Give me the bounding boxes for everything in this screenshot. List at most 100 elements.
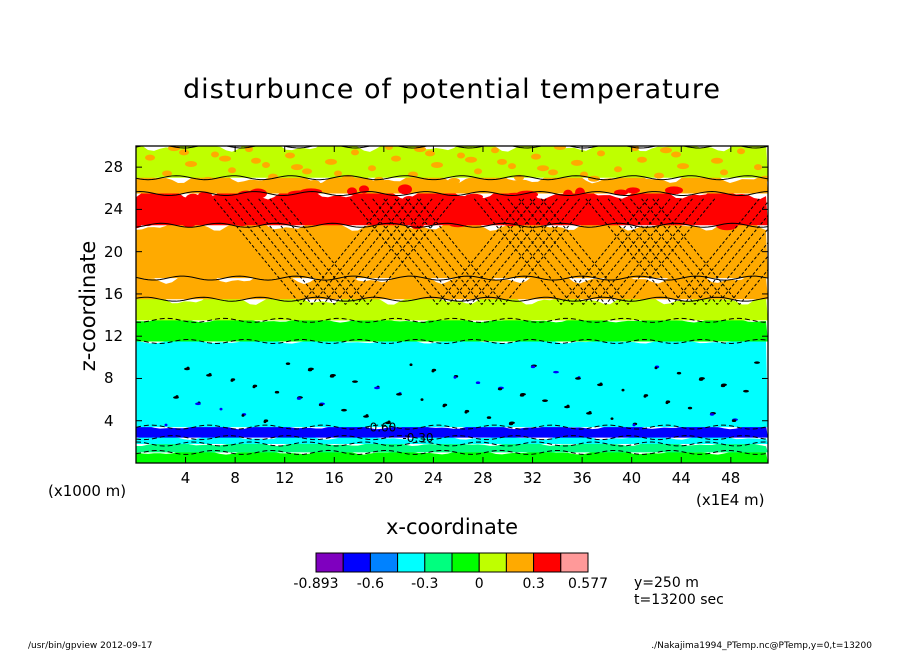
contour-blob — [606, 203, 620, 210]
contour-blob — [343, 212, 353, 221]
x-axis-label: x-coordinate — [385, 515, 518, 539]
x-axis-ticks — [185, 146, 732, 463]
contour-speck — [396, 393, 402, 396]
colorbar-swatch — [478, 552, 507, 573]
contour-blob — [465, 193, 483, 200]
contour-blob — [151, 206, 161, 213]
contour-speck — [621, 388, 625, 392]
contour-speck — [654, 366, 658, 370]
contour-line — [356, 198, 444, 305]
contour-line — [311, 198, 400, 305]
contour-line — [416, 198, 505, 305]
contour-blob — [185, 160, 197, 167]
contour-blob — [457, 207, 475, 214]
x-tick-label: 32 — [523, 469, 543, 487]
contour-blob — [291, 164, 303, 171]
contour-line — [683, 201, 768, 305]
contour-speck — [475, 381, 481, 384]
contour-line — [481, 198, 569, 305]
contour-line — [605, 198, 693, 305]
contour-blob — [716, 220, 738, 231]
contour-speck — [486, 416, 492, 419]
contour-blob — [531, 153, 541, 160]
heatmap-band — [136, 219, 768, 279]
contour-blob — [724, 206, 746, 217]
contour-line — [136, 146, 768, 149]
x-tick-label: 4 — [180, 469, 191, 487]
contour-line — [518, 198, 607, 305]
contour-blob — [554, 146, 566, 151]
contour-line — [136, 424, 768, 430]
contour-blob — [262, 162, 270, 169]
contour-blob — [537, 165, 549, 172]
contour-blob — [669, 198, 687, 207]
contour-blob — [620, 177, 630, 184]
contour-line — [627, 198, 716, 305]
contour-speck — [709, 413, 715, 416]
contour-blob — [461, 219, 479, 226]
x-tick-label: 44 — [671, 469, 691, 487]
x-tick-label: 36 — [572, 469, 592, 487]
contour-speck — [374, 386, 380, 390]
y-position-info: y=250 m — [634, 575, 699, 591]
contour-blob — [139, 179, 147, 186]
contour-blob — [720, 169, 728, 176]
contour-speck — [586, 412, 592, 415]
contour-blob — [448, 177, 460, 184]
contour-speck — [318, 403, 324, 407]
heatmap-band — [136, 424, 768, 438]
contour-speck — [431, 369, 435, 373]
contour-line — [496, 198, 584, 305]
contour-line — [470, 198, 558, 305]
contour-blob — [308, 179, 320, 186]
contour-speck — [420, 398, 424, 401]
x-tick-label: 8 — [230, 469, 240, 487]
contour-speck — [363, 415, 369, 418]
contour-blob — [754, 164, 762, 171]
contour-blob — [285, 152, 295, 159]
contour-speck — [530, 365, 536, 369]
contour-blob — [626, 187, 640, 194]
contour-blob — [211, 151, 219, 158]
colorbar-tick-label: 0.577 — [567, 576, 609, 592]
contour-speck — [341, 408, 347, 412]
contour-blob — [694, 178, 706, 185]
contour-line — [540, 198, 629, 305]
contour-speck — [285, 362, 291, 365]
contour-line — [213, 198, 302, 305]
contour-speck — [195, 402, 201, 406]
contour-line — [672, 198, 760, 305]
contour-blob — [190, 205, 204, 214]
contour-blob — [251, 157, 261, 164]
contour-speck — [442, 404, 446, 408]
contour-line — [361, 198, 449, 305]
contour-texture — [136, 146, 768, 455]
contour-blob — [508, 163, 516, 170]
colorbar-tick-label: -0.893 — [293, 576, 339, 592]
contour-speck — [263, 420, 267, 424]
contour-blob — [145, 154, 155, 161]
contour-speck — [409, 363, 413, 367]
contour-speck — [385, 421, 391, 425]
y-tick-label: 12 — [104, 327, 124, 346]
contour-blob — [186, 193, 200, 202]
contour-blob — [249, 188, 267, 199]
contour-line — [136, 435, 768, 441]
contour-line — [136, 441, 768, 447]
contour-blob — [385, 146, 393, 151]
contour-blob — [457, 152, 465, 159]
contour-blob — [673, 209, 691, 218]
colorbar-swatch — [533, 552, 562, 573]
contour-line — [630, 198, 718, 305]
contour-line — [529, 198, 618, 305]
contour-blob — [363, 196, 373, 205]
contour-line — [383, 198, 471, 305]
contour-speck — [184, 367, 190, 371]
y-tick-label: 20 — [104, 242, 124, 261]
contour-line — [136, 296, 768, 302]
contour-speck — [720, 384, 726, 388]
contour-speck — [219, 407, 223, 411]
contour-speck — [230, 379, 234, 382]
contour-speck — [597, 383, 603, 387]
